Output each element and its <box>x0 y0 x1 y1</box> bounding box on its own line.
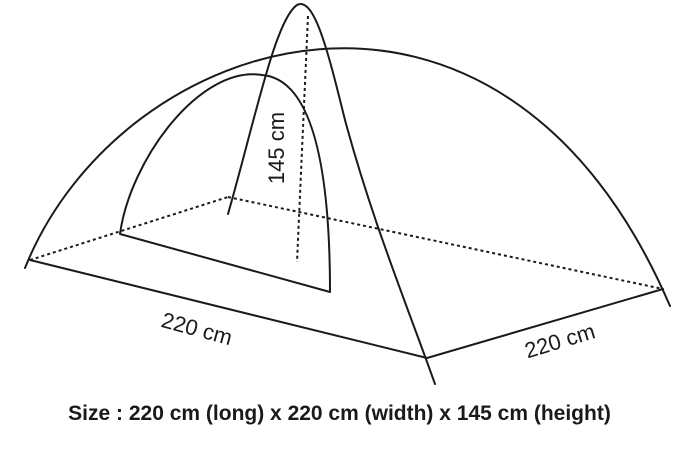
height-line <box>296 15 309 263</box>
floor-right-back-edge <box>227 196 664 290</box>
floor-right-edge <box>426 288 664 359</box>
length-label: 220 cm <box>159 307 235 350</box>
door-frame <box>119 73 331 293</box>
size-caption: Size : 220 cm (long) x 220 cm (width) x … <box>68 402 611 425</box>
height-label: 145 cm <box>264 112 289 184</box>
tent-diagram: 220 cm 220 cm 145 cm <box>24 3 671 385</box>
floor-front-edge <box>29 259 428 359</box>
front-pole <box>227 3 436 385</box>
width-label: 220 cm <box>522 318 598 363</box>
dome-outer-arc <box>24 47 671 307</box>
floor-back-edge <box>29 196 229 261</box>
